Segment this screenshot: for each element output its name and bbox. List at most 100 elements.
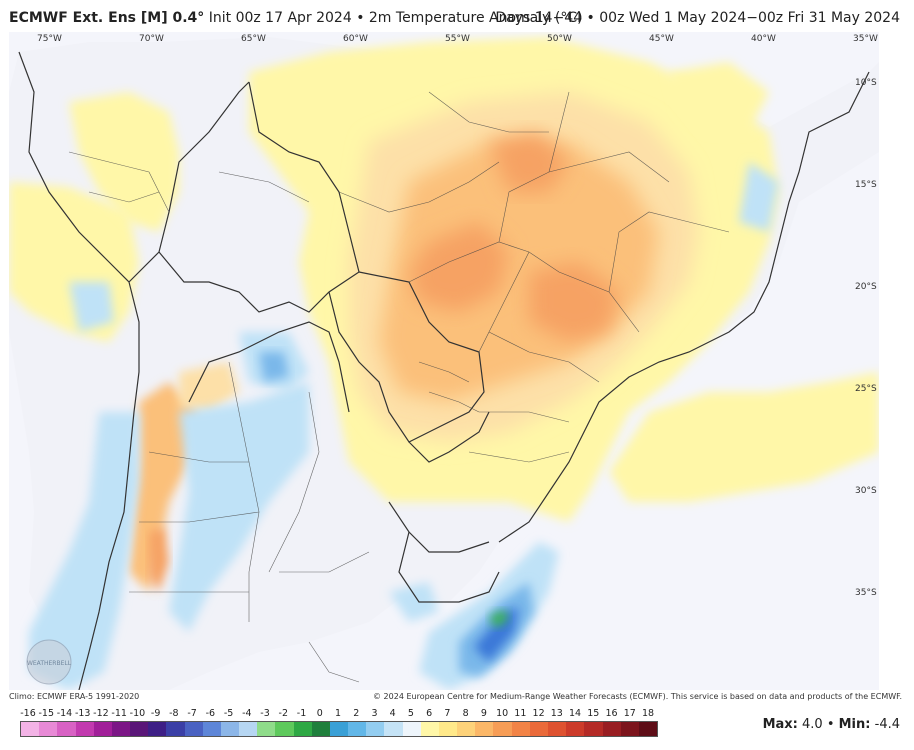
colorbar-swatch xyxy=(166,722,185,736)
min-label: Min: xyxy=(838,717,871,732)
anomaly-map[interactable]: 75°W 70°W 65°W 60°W 55°W 50°W 45°W 40°W … xyxy=(9,32,879,690)
colorbar-tick-label: 0 xyxy=(316,708,323,719)
init-info: Init 00z 17 Apr 2024 • 2m Temperature An… xyxy=(208,10,583,26)
colorbar-tick-label: 6 xyxy=(426,708,433,719)
colorbar-swatch xyxy=(420,722,439,736)
lon-label: 35°W xyxy=(853,34,878,44)
colorbar-swatch xyxy=(475,722,494,736)
max-value: 4.0 xyxy=(802,717,823,732)
colorbar-tick-label: -12 xyxy=(93,708,109,719)
colorbar-swatch xyxy=(638,722,658,736)
lon-label: 55°W xyxy=(445,34,470,44)
header: ECMWF Ext. Ens [M] 0.4° Init 00z 17 Apr … xyxy=(0,0,914,32)
colorbar-tick-label: 9 xyxy=(480,708,487,719)
lon-label: 50°W xyxy=(547,34,572,44)
colorbar-swatch xyxy=(438,722,458,736)
colorbar-swatch xyxy=(311,722,330,736)
colorbar-tick-label: 11 xyxy=(514,708,527,719)
model-name: ECMWF Ext. Ens [M] 0.4° xyxy=(9,10,205,26)
colorbar-tick-label: 18 xyxy=(641,708,655,719)
colorbar-swatch xyxy=(57,722,76,736)
latitude-labels: 10°S 15°S 20°S 25°S 30°S 35°S xyxy=(855,78,877,598)
colorbar-tick-label: 14 xyxy=(569,708,582,719)
climo-note: Climo: ECMWF ERA-5 1991-2020 xyxy=(9,692,140,701)
colorbar-swatch xyxy=(184,722,203,736)
anomaly-shading xyxy=(9,37,879,690)
colorbar xyxy=(20,721,658,737)
lon-label: 65°W xyxy=(241,34,266,44)
colorbar-tick-label: 10 xyxy=(496,708,509,719)
colorbar-swatch xyxy=(239,722,258,736)
state-borders xyxy=(68,91,730,683)
colorbar-tick-label: 1 xyxy=(334,708,342,719)
lon-label: 45°W xyxy=(649,34,674,44)
lat-label: 20°S xyxy=(855,282,877,292)
lon-label: 60°W xyxy=(343,34,368,44)
colorbar-tick-label: 3 xyxy=(371,708,378,719)
colorbar-swatch xyxy=(511,722,530,736)
colorbar-swatch xyxy=(348,722,367,736)
min-value: -4.4 xyxy=(874,717,900,732)
colorbar-tick-label: -7 xyxy=(187,708,197,719)
colorbar-tick-label: -1 xyxy=(296,708,307,719)
colorbar-tick-label: 17 xyxy=(623,708,636,719)
lat-label: 15°S xyxy=(855,180,877,190)
lat-label: 35°S xyxy=(855,588,877,598)
colorbar-tick-label: 5 xyxy=(407,708,414,719)
colorbar-tick-label: -15 xyxy=(38,708,54,719)
colorbar-tick-label: -2 xyxy=(278,708,289,719)
colorbar-tick-label: 15 xyxy=(587,708,600,719)
colorbar-tick-label: 13 xyxy=(550,708,563,719)
colorbar-swatch xyxy=(329,722,349,736)
colorbar-tick-label: -11 xyxy=(111,708,127,719)
colorbar-swatch xyxy=(366,722,385,736)
colorbar-tick-label: -9 xyxy=(150,708,161,719)
colorbar-swatch xyxy=(39,722,58,736)
colorbar-swatch xyxy=(584,722,603,736)
map-title: ECMWF Ext. Ens [M] 0.4° Init 00z 17 Apr … xyxy=(9,10,583,26)
max-label: Max: xyxy=(762,717,798,732)
weatherbell-logo: WEATHERBELL xyxy=(26,639,72,685)
colorbar-tick-label: 7 xyxy=(444,708,451,719)
lon-label: 40°W xyxy=(751,34,776,44)
colorbar-swatch xyxy=(293,722,312,736)
colorbar-tick-label: 12 xyxy=(532,708,545,719)
colorbar-swatch xyxy=(566,722,585,736)
colorbar-swatch xyxy=(602,722,621,736)
lat-label: 30°S xyxy=(855,486,877,496)
colorbar-swatch xyxy=(130,722,149,736)
colorbar-tick-label: 16 xyxy=(605,708,618,719)
colorbar-swatch xyxy=(402,722,421,736)
lat-label: 25°S xyxy=(855,384,877,394)
colorbar-tick-label: -4 xyxy=(242,708,252,719)
colorbar-tick-label: 4 xyxy=(389,708,396,719)
colorbar-swatch xyxy=(21,722,40,736)
lat-label: 10°S xyxy=(855,78,877,88)
colorbar-tick-label: 8 xyxy=(462,708,469,719)
colorbar-tick-label: -16 xyxy=(20,708,36,719)
colorbar-tick-label: 2 xyxy=(353,708,360,719)
colorbar-swatch xyxy=(75,722,94,736)
colorbar-swatch xyxy=(275,722,294,736)
map-canvas: 75°W 70°W 65°W 60°W 55°W 50°W 45°W 40°W … xyxy=(9,34,879,690)
colorbar-tick-label: -5 xyxy=(223,708,234,719)
colorbar-swatch xyxy=(93,722,112,736)
svg-text:WEATHERBELL: WEATHERBELL xyxy=(27,660,72,667)
colorbar-labels: -16 -15 -14 -13 -12 -11 -10 -9 -8 -7 -6 -5 -4 -3 -2 -1 0… xyxy=(20,708,660,720)
colorbar-swatch xyxy=(620,722,639,736)
colorbar-swatch xyxy=(111,722,131,736)
colorbar-swatch xyxy=(457,722,476,736)
colorbar-swatch xyxy=(493,722,512,736)
colorbar-tick-label: -13 xyxy=(74,708,91,719)
colorbar-swatch xyxy=(148,722,167,736)
colorbar-tick-label: -10 xyxy=(129,708,146,719)
max-min-stats: Max: 4.0 • Min: -4.4 xyxy=(762,717,900,732)
longitude-labels: 75°W 70°W 65°W 60°W 55°W 50°W 45°W 40°W … xyxy=(37,34,878,44)
valid-period: Days 14−44 • 00z Wed 1 May 2024−00z Fri … xyxy=(495,10,900,26)
colorbar-swatch xyxy=(384,722,403,736)
colorbar-swatch xyxy=(220,722,240,736)
colorbar-swatch xyxy=(529,722,548,736)
colorbar-swatch xyxy=(257,722,276,736)
lon-label: 70°W xyxy=(139,34,164,44)
colorbar-tick-label: -6 xyxy=(205,708,216,719)
